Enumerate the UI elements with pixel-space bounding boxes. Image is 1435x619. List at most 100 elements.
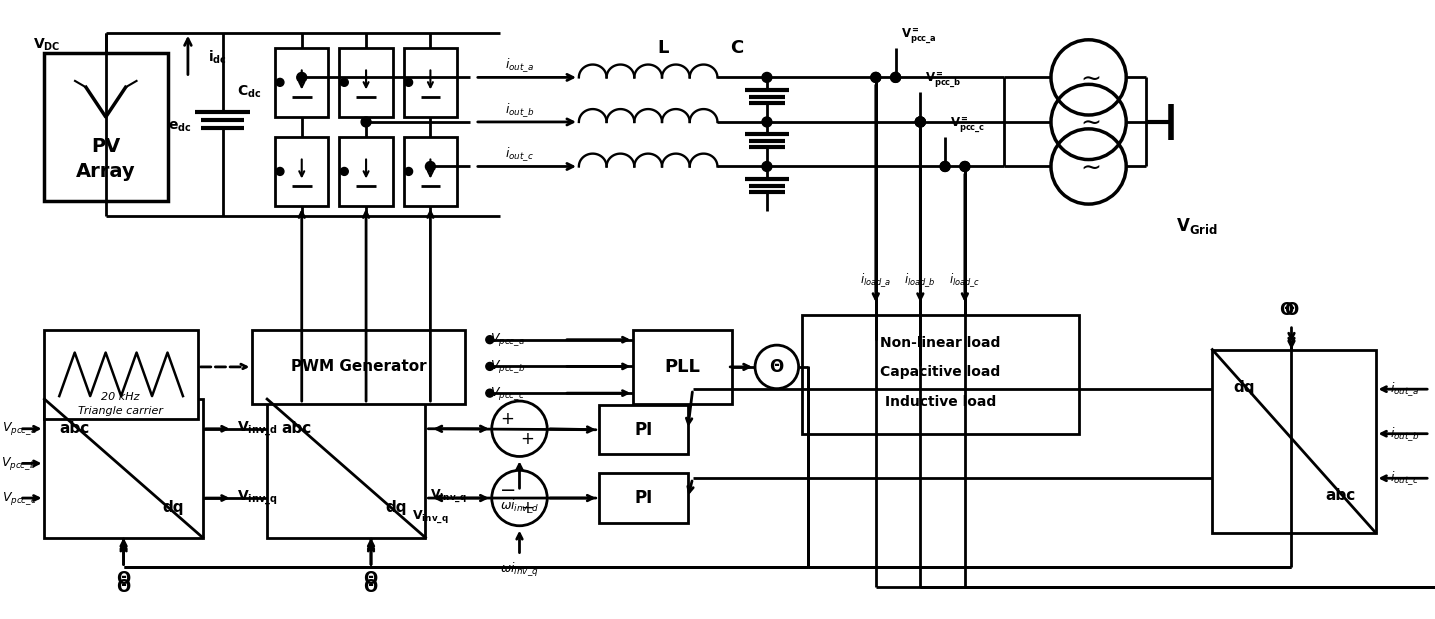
Text: $\sim$: $\sim$: [1076, 155, 1101, 178]
Circle shape: [276, 168, 284, 175]
Text: $i_{out\_b}$: $i_{out\_b}$: [505, 101, 534, 119]
Text: $\mathbf{L}$: $\mathbf{L}$: [657, 39, 670, 57]
Text: dq: dq: [1233, 379, 1254, 395]
Circle shape: [276, 79, 284, 86]
Circle shape: [960, 162, 970, 171]
Text: $\mathbf{C}$: $\mathbf{C}$: [730, 39, 745, 57]
Circle shape: [340, 79, 349, 86]
Text: $\mathbf{V_{inv\_q}}$: $\mathbf{V_{inv\_q}}$: [237, 488, 278, 508]
Circle shape: [940, 162, 950, 171]
Circle shape: [762, 72, 772, 82]
Text: $\omega i_{inv\_q}$: $\omega i_{inv\_q}$: [501, 561, 538, 579]
Text: $V_{pcc\_c}$: $V_{pcc\_c}$: [1, 490, 36, 506]
Text: Non-linear load: Non-linear load: [880, 335, 1000, 350]
Text: $\mathbf{\Theta}$: $\mathbf{\Theta}$: [1284, 301, 1299, 319]
Text: $\mathbf{V_{pcc\_a}^{=}}$: $\mathbf{V_{pcc\_a}^{=}}$: [901, 26, 937, 46]
Text: $\mathbf{V_{inv\_q}}$: $\mathbf{V_{inv\_q}}$: [430, 487, 466, 504]
Circle shape: [486, 335, 494, 344]
Text: $\mathbf{V_{inv\_q}}$: $\mathbf{V_{inv\_q}}$: [412, 509, 449, 527]
Bar: [339, 48, 393, 117]
Circle shape: [871, 72, 881, 82]
Text: $\mathbf{V_{pcc\_c}^{=}}$: $\mathbf{V_{pcc\_c}^{=}}$: [950, 115, 986, 135]
Text: $\mathbf{\Theta}$: $\mathbf{\Theta}$: [363, 570, 379, 588]
Bar: [598, 405, 687, 454]
Text: PWM Generator: PWM Generator: [291, 360, 426, 374]
Circle shape: [916, 117, 926, 127]
Text: Triangle carrier: Triangle carrier: [77, 406, 164, 416]
Text: $\mathbf{V_{Grid}}$: $\mathbf{V_{Grid}}$: [1175, 216, 1217, 236]
Bar: [276, 48, 329, 117]
Bar: [633, 330, 732, 404]
Text: $\mathbf{\Theta}$: $\mathbf{\Theta}$: [1279, 301, 1294, 319]
Circle shape: [425, 162, 435, 171]
Bar: [1213, 350, 1376, 533]
Circle shape: [940, 162, 950, 171]
Text: $V_{pcc\_c}$: $V_{pcc\_c}$: [489, 384, 525, 402]
Circle shape: [916, 117, 926, 127]
Circle shape: [362, 117, 372, 127]
Circle shape: [916, 117, 926, 127]
Circle shape: [486, 363, 494, 370]
Text: PLL: PLL: [664, 358, 700, 376]
Text: 20 kHz: 20 kHz: [102, 392, 139, 402]
Circle shape: [762, 117, 772, 127]
Text: PI: PI: [634, 489, 653, 507]
Bar: [403, 48, 458, 117]
Text: $i_{out\_a}$: $i_{out\_a}$: [505, 57, 534, 74]
Text: +: +: [521, 430, 534, 448]
Text: Array: Array: [76, 162, 135, 181]
Text: $-$: $-$: [499, 478, 515, 498]
Text: PI: PI: [634, 421, 653, 439]
Text: $\sim$: $\sim$: [1076, 110, 1101, 134]
Text: $i_{out\_c}$: $i_{out\_c}$: [1391, 469, 1419, 487]
Text: $\mathbf{V_{inv\_d}}$: $\mathbf{V_{inv\_d}}$: [237, 419, 278, 438]
Circle shape: [916, 117, 926, 127]
Text: $\mathbf{\Theta}$: $\mathbf{\Theta}$: [116, 570, 131, 588]
Text: dq: dq: [162, 500, 184, 516]
Circle shape: [297, 72, 307, 82]
Text: $V_{pcc\_a}$: $V_{pcc\_a}$: [489, 331, 525, 348]
Circle shape: [871, 72, 881, 82]
Text: $i_{load\_b}$: $i_{load\_b}$: [904, 271, 936, 289]
Bar: [44, 399, 202, 538]
Text: abc: abc: [59, 422, 89, 436]
Text: Capacitive load: Capacitive load: [880, 365, 1000, 379]
Bar: [267, 399, 425, 538]
Text: $\mathbf{\Theta}$: $\mathbf{\Theta}$: [769, 358, 785, 376]
Text: $V_{pcc\_a}$: $V_{pcc\_a}$: [1, 420, 36, 437]
Circle shape: [891, 72, 901, 82]
Circle shape: [960, 162, 970, 171]
Bar: [403, 137, 458, 206]
Circle shape: [486, 389, 494, 397]
Bar: [253, 330, 465, 404]
Circle shape: [405, 79, 413, 86]
Text: $\sim$: $\sim$: [1076, 66, 1101, 89]
Bar: [276, 137, 329, 206]
Circle shape: [762, 162, 772, 171]
Bar: [598, 474, 687, 523]
Text: +: +: [521, 499, 534, 517]
Text: $\mathbf{\Theta}$: $\mathbf{\Theta}$: [363, 578, 379, 596]
Circle shape: [891, 72, 901, 82]
Text: dq: dq: [385, 500, 406, 516]
Text: $i_{load\_a}$: $i_{load\_a}$: [860, 271, 891, 289]
Text: PV: PV: [92, 137, 121, 156]
Bar: [339, 137, 393, 206]
Text: $i_{out\_c}$: $i_{out\_c}$: [505, 145, 534, 163]
Bar: [44, 53, 168, 201]
Text: $V_{pcc\_b}$: $V_{pcc\_b}$: [489, 358, 525, 375]
Text: $i_{load\_c}$: $i_{load\_c}$: [949, 271, 980, 289]
Bar: [802, 315, 1079, 434]
Text: $\mathbf{\Theta}$: $\mathbf{\Theta}$: [116, 578, 131, 596]
Text: $V_{pcc\_b}$: $V_{pcc\_b}$: [1, 455, 36, 472]
Text: $i_{out\_a}$: $i_{out\_a}$: [1391, 380, 1419, 398]
Text: $\mathbf{e_{dc}}$: $\mathbf{e_{dc}}$: [168, 119, 192, 134]
Text: Inductive load: Inductive load: [884, 395, 996, 409]
Bar: [44, 330, 198, 419]
Text: $\omega i_{inv\_d}$: $\omega i_{inv\_d}$: [499, 497, 540, 515]
Text: $i_{out\_b}$: $i_{out\_b}$: [1391, 425, 1419, 443]
Text: abc: abc: [281, 422, 311, 436]
Text: $\mathbf{C_{dc}}$: $\mathbf{C_{dc}}$: [237, 84, 261, 100]
Text: $\mathbf{V_{DC}}$: $\mathbf{V_{DC}}$: [33, 37, 60, 53]
Text: +: +: [501, 410, 515, 428]
